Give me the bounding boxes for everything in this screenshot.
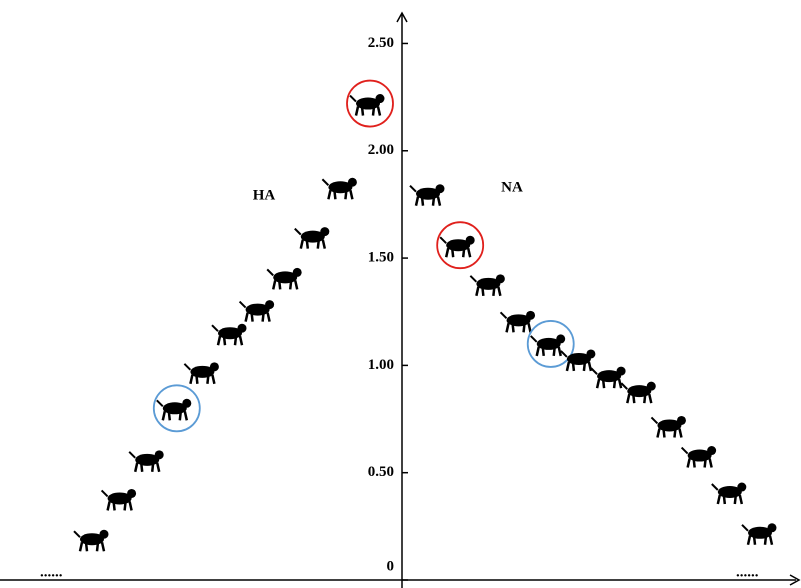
- icon-tail: [470, 276, 476, 282]
- icon-tail: [157, 400, 163, 406]
- animal-icon: [712, 483, 747, 505]
- icon-head: [182, 399, 191, 408]
- icon-head: [496, 274, 505, 283]
- icon-tail: [561, 351, 567, 357]
- animal-icon: [267, 268, 302, 290]
- icon-head: [436, 184, 445, 193]
- icon-head: [100, 530, 109, 539]
- animal-icon: [531, 334, 566, 356]
- icon-head: [768, 523, 777, 532]
- icon-head: [265, 300, 274, 309]
- icon-tail: [712, 484, 718, 490]
- icon-tail: [591, 368, 597, 374]
- ellipsis-right: ......: [736, 564, 759, 580]
- icon-tail: [350, 96, 356, 102]
- icon-tail: [129, 452, 135, 458]
- animal-icon: [350, 94, 385, 116]
- animal-icon: [742, 523, 777, 545]
- icon-tail: [440, 237, 446, 243]
- animal-icon: [212, 324, 247, 346]
- animal-icon: [240, 300, 275, 322]
- y-tick-label: 0: [387, 558, 395, 574]
- icon-tail: [651, 417, 657, 423]
- animal-icon: [591, 367, 626, 389]
- animal-icon: [501, 311, 536, 333]
- animal-icon: [651, 416, 686, 438]
- icon-head: [376, 94, 385, 103]
- icon-tail: [212, 325, 218, 331]
- animal-icon: [470, 274, 505, 296]
- icon-head: [586, 349, 595, 358]
- icon-tail: [267, 269, 273, 275]
- icon-head: [617, 367, 626, 376]
- animal-icon: [682, 446, 717, 468]
- animal-icon: [129, 450, 164, 472]
- icon-head: [293, 268, 302, 277]
- animal-icon: [102, 489, 137, 511]
- icon-tail: [184, 364, 190, 370]
- icon-tail: [102, 490, 108, 496]
- icon-head: [647, 382, 656, 391]
- icon-tail: [621, 383, 627, 389]
- icon-head: [348, 178, 357, 187]
- animal-icon: [322, 178, 357, 200]
- icon-tail: [295, 229, 301, 235]
- animal-icon: [621, 382, 656, 404]
- icon-tail: [322, 179, 328, 185]
- animal-icon: [410, 184, 445, 206]
- group-label: HA: [253, 187, 276, 203]
- icon-tail: [682, 448, 688, 454]
- icon-tail: [240, 302, 246, 308]
- icon-head: [155, 450, 164, 459]
- animal-icon: [440, 236, 475, 258]
- animal-icon: [157, 399, 192, 421]
- y-tick-label: 1.50: [368, 250, 394, 266]
- animal-icon: [184, 362, 219, 384]
- icon-tail: [531, 336, 537, 342]
- icon-head: [320, 227, 329, 236]
- icon-head: [556, 334, 565, 343]
- y-tick-label: 1.00: [368, 357, 394, 373]
- chart: ...... ...... HA NA 0 0.50 1.00 1.50 2.00 2.5…: [0, 0, 801, 588]
- icon-head: [526, 311, 535, 320]
- icon-tail: [742, 525, 748, 531]
- y-tick-label: 2.50: [368, 35, 394, 51]
- icon-head: [466, 236, 475, 245]
- icon-tail: [501, 312, 507, 318]
- icon-head: [210, 362, 219, 371]
- icon-tail: [410, 186, 416, 192]
- ellipsis-left: ......: [40, 564, 63, 580]
- y-tick-label: 2.00: [368, 142, 394, 158]
- y-tick-label: 0.50: [368, 464, 394, 480]
- icon-head: [737, 483, 746, 492]
- group-label: NA: [501, 179, 523, 195]
- icon-head: [127, 489, 136, 498]
- icon-head: [677, 416, 686, 425]
- icon-head: [707, 446, 716, 455]
- icon-tail: [74, 531, 80, 537]
- animal-icon: [295, 227, 330, 249]
- animal-icon: [74, 530, 109, 552]
- icon-head: [238, 324, 247, 333]
